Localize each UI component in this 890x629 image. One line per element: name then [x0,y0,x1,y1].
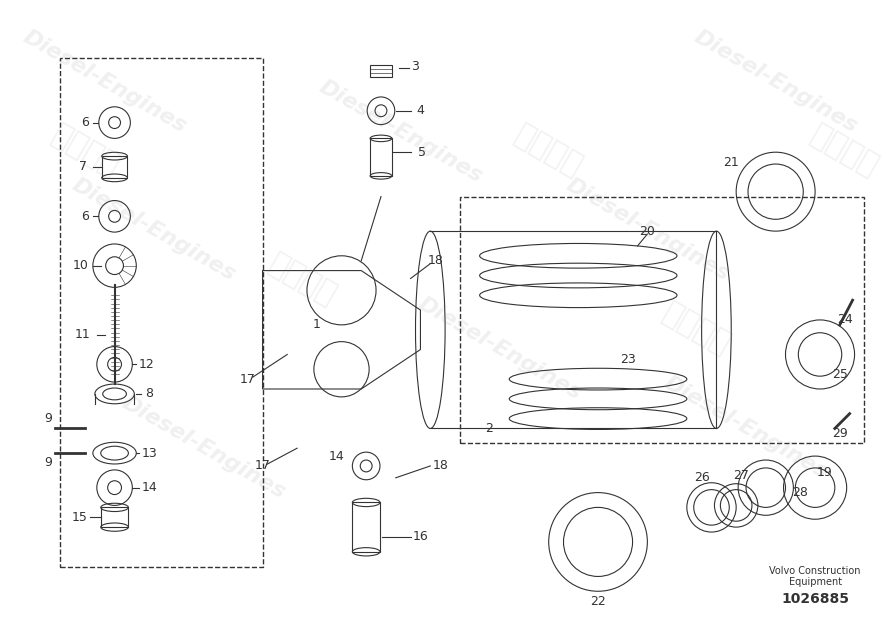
Text: 6: 6 [81,210,89,223]
Text: 9: 9 [44,412,53,425]
Text: 15: 15 [72,511,88,524]
Text: 10: 10 [73,259,89,272]
Text: 紫发动力: 紫发动力 [510,120,587,182]
Text: 16: 16 [413,530,428,543]
Text: 2: 2 [486,422,493,435]
Text: 28: 28 [792,486,808,499]
Bar [61,58,263,567]
Text: 紫发动力: 紫发动力 [658,298,735,360]
Text: 14: 14 [328,450,344,462]
Text: 17: 17 [239,372,255,386]
Text: 1: 1 [313,318,320,331]
Text: Diesel-Engines: Diesel-Engines [562,175,732,285]
Text: 4: 4 [417,104,425,117]
Text: Diesel-Engines: Diesel-Engines [118,392,288,502]
Text: 14: 14 [142,481,157,494]
Text: 26: 26 [694,471,709,484]
Text: 9: 9 [44,457,53,469]
Text: Diesel-Engines: Diesel-Engines [660,372,831,482]
Text: 25: 25 [832,368,847,381]
Bar [101,508,128,527]
Bar [460,197,864,443]
Text: Diesel-Engines: Diesel-Engines [414,294,585,404]
Text: 17: 17 [255,459,271,472]
Text: 24: 24 [837,313,853,326]
Text: 18: 18 [427,254,443,267]
Text: Diesel-Engines: Diesel-Engines [315,77,486,186]
Text: 21: 21 [724,155,739,169]
Text: Diesel-Engines: Diesel-Engines [69,175,239,285]
Text: 3: 3 [411,60,419,73]
Text: 18: 18 [433,459,448,472]
Text: Volvo Construction
Equipment: Volvo Construction Equipment [769,565,861,587]
Text: Diesel-Engines: Diesel-Engines [691,27,861,137]
Text: Diesel-Engines: Diesel-Engines [20,27,190,137]
Text: 20: 20 [639,225,655,238]
Text: 紫发动力: 紫发动力 [263,248,341,310]
Text: 22: 22 [590,594,606,608]
Text: 29: 29 [832,427,847,440]
Text: 1026885: 1026885 [781,592,849,606]
Text: 12: 12 [138,358,154,371]
Bar [352,503,380,552]
Text: 19: 19 [817,466,833,479]
Bar [370,65,392,77]
Text: 11: 11 [75,328,91,341]
Bar [101,156,127,178]
Text: 紫发动力: 紫发动力 [805,120,884,182]
Text: 紫发动力: 紫发动力 [46,120,124,182]
Text: 6: 6 [81,116,89,129]
Text: 13: 13 [142,447,157,460]
Text: 27: 27 [733,469,749,482]
Bar [370,138,392,176]
Text: 23: 23 [619,353,635,366]
Text: 5: 5 [418,146,426,159]
Text: 8: 8 [145,387,153,401]
Text: 7: 7 [79,160,87,174]
